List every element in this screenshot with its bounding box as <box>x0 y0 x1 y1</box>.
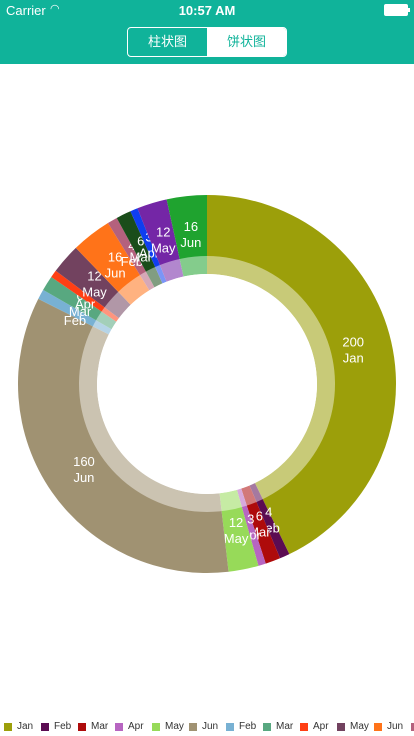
legend-item: Mar <box>78 721 108 733</box>
slice-category-label: Jun <box>180 235 201 250</box>
slice-value-label: 12 <box>156 225 170 240</box>
pie-slice-mar-2[interactable] <box>241 485 281 564</box>
slice-category-label: Mar <box>69 304 92 319</box>
legend-swatch <box>152 722 160 731</box>
donut-chart[interactable]: 200Jan4Feb6Mar3Apr12May160Jun4Feb6Mar3Ap… <box>0 64 414 714</box>
pie-slice-jan-0[interactable] <box>207 195 396 555</box>
legend-swatch <box>300 722 308 731</box>
segment-bar-chart[interactable]: 柱状图 <box>147 34 187 49</box>
pie-slice-may-4[interactable] <box>219 489 259 572</box>
legend-item: Jan <box>4 721 33 733</box>
slice-value-label: 6 <box>137 233 144 248</box>
chart-type-segmented-control[interactable]: 柱状图 饼状图 <box>127 27 287 57</box>
pie-slice-feb-11[interactable] <box>107 217 155 291</box>
legend-swatch <box>115 722 123 731</box>
legend-item: Apr <box>115 721 144 733</box>
legend-label: May <box>350 721 369 732</box>
legend-label: Mar <box>276 721 294 732</box>
slice-category-label: May <box>151 241 176 256</box>
legend-swatch <box>226 722 234 731</box>
slice-category-label: Feb <box>121 254 143 269</box>
pie-slice-feb-6[interactable] <box>38 289 112 335</box>
slice-value-label: 160 <box>73 454 95 469</box>
pie-slice-mar-12[interactable] <box>116 211 163 288</box>
legend-item: Apr <box>300 721 329 733</box>
pie-slice-feb-1[interactable] <box>249 483 290 559</box>
legend-label: Feb <box>239 721 257 732</box>
pie-slice-may-14[interactable] <box>137 199 184 282</box>
legend-item: Mar <box>263 721 293 733</box>
legend-item: Feb <box>226 721 256 733</box>
pie-slice-apr-3[interactable] <box>236 488 266 566</box>
legend-swatch <box>78 722 86 731</box>
legend-item: Feb <box>41 721 71 733</box>
slice-category-label: May <box>224 531 249 546</box>
legend-label: Feb <box>54 721 72 732</box>
legend-swatch <box>41 722 49 731</box>
legend-swatch <box>263 722 271 731</box>
legend-label: Jan <box>17 721 34 732</box>
legend-label: May <box>165 721 184 732</box>
pie-slice-jun-15[interactable] <box>166 195 207 277</box>
pie-slice-may-9[interactable] <box>55 247 131 319</box>
pie-slice-apr-8[interactable] <box>51 270 119 322</box>
legend-label: Jun <box>387 721 404 732</box>
slice-category-label: Mar <box>130 249 153 264</box>
legend-item: May <box>152 721 184 733</box>
donut-hole <box>97 274 317 494</box>
slice-value-label: 200 <box>342 334 364 349</box>
legend-item: Feb <box>411 721 414 733</box>
legend-label: Apr <box>313 721 329 732</box>
segment-pie-chart[interactable]: 饼状图 <box>207 28 286 56</box>
pie-slice-jun-10[interactable] <box>75 223 150 305</box>
pie-slice-mar-7[interactable] <box>43 276 117 330</box>
legend-label: Jun <box>202 721 219 732</box>
legend-swatch <box>411 722 414 731</box>
slice-category-label: Feb <box>64 313 86 328</box>
slice-value-label: 4 <box>265 505 272 520</box>
slice-value-label: 12 <box>87 269 101 284</box>
slice-category-label: Jun <box>105 265 126 280</box>
slice-value-label: 3 <box>247 511 254 526</box>
slice-value-label: 6 <box>256 509 263 524</box>
legend-item: Jun <box>189 721 218 733</box>
slice-category-label: May <box>82 285 107 300</box>
legend-swatch <box>337 722 345 731</box>
pie-slice-apr-13[interactable] <box>130 208 167 284</box>
slice-value-label: 12 <box>229 515 243 530</box>
legend-item: Jun <box>374 721 403 733</box>
slice-category-label: Jan <box>343 350 364 365</box>
legend-label: Mar <box>91 721 109 732</box>
legend-swatch <box>374 722 382 731</box>
pie-slice-jun-5[interactable] <box>17 298 229 573</box>
chart-legend: JanFebMarAprMayJunFebMarAprMayJunFebMarA… <box>0 718 414 736</box>
legend-swatch <box>189 722 197 731</box>
slice-category-label: Jun <box>73 470 94 485</box>
navigation-bar: Carrier ◠ 10:57 AM 柱状图 饼状图 <box>0 0 414 64</box>
wifi-icon: ◠ <box>50 3 60 15</box>
legend-label: Apr <box>128 721 144 732</box>
carrier-label: Carrier <box>6 3 46 18</box>
battery-icon <box>384 4 410 16</box>
clock: 10:57 AM <box>178 3 236 18</box>
slice-value-label: 16 <box>108 249 122 264</box>
legend-item: May <box>337 721 369 733</box>
slice-category-label: Apr <box>75 297 96 312</box>
legend-swatch <box>4 722 12 731</box>
status-bar: Carrier ◠ 10:57 AM <box>0 0 414 20</box>
slice-value-label: 16 <box>184 219 198 234</box>
